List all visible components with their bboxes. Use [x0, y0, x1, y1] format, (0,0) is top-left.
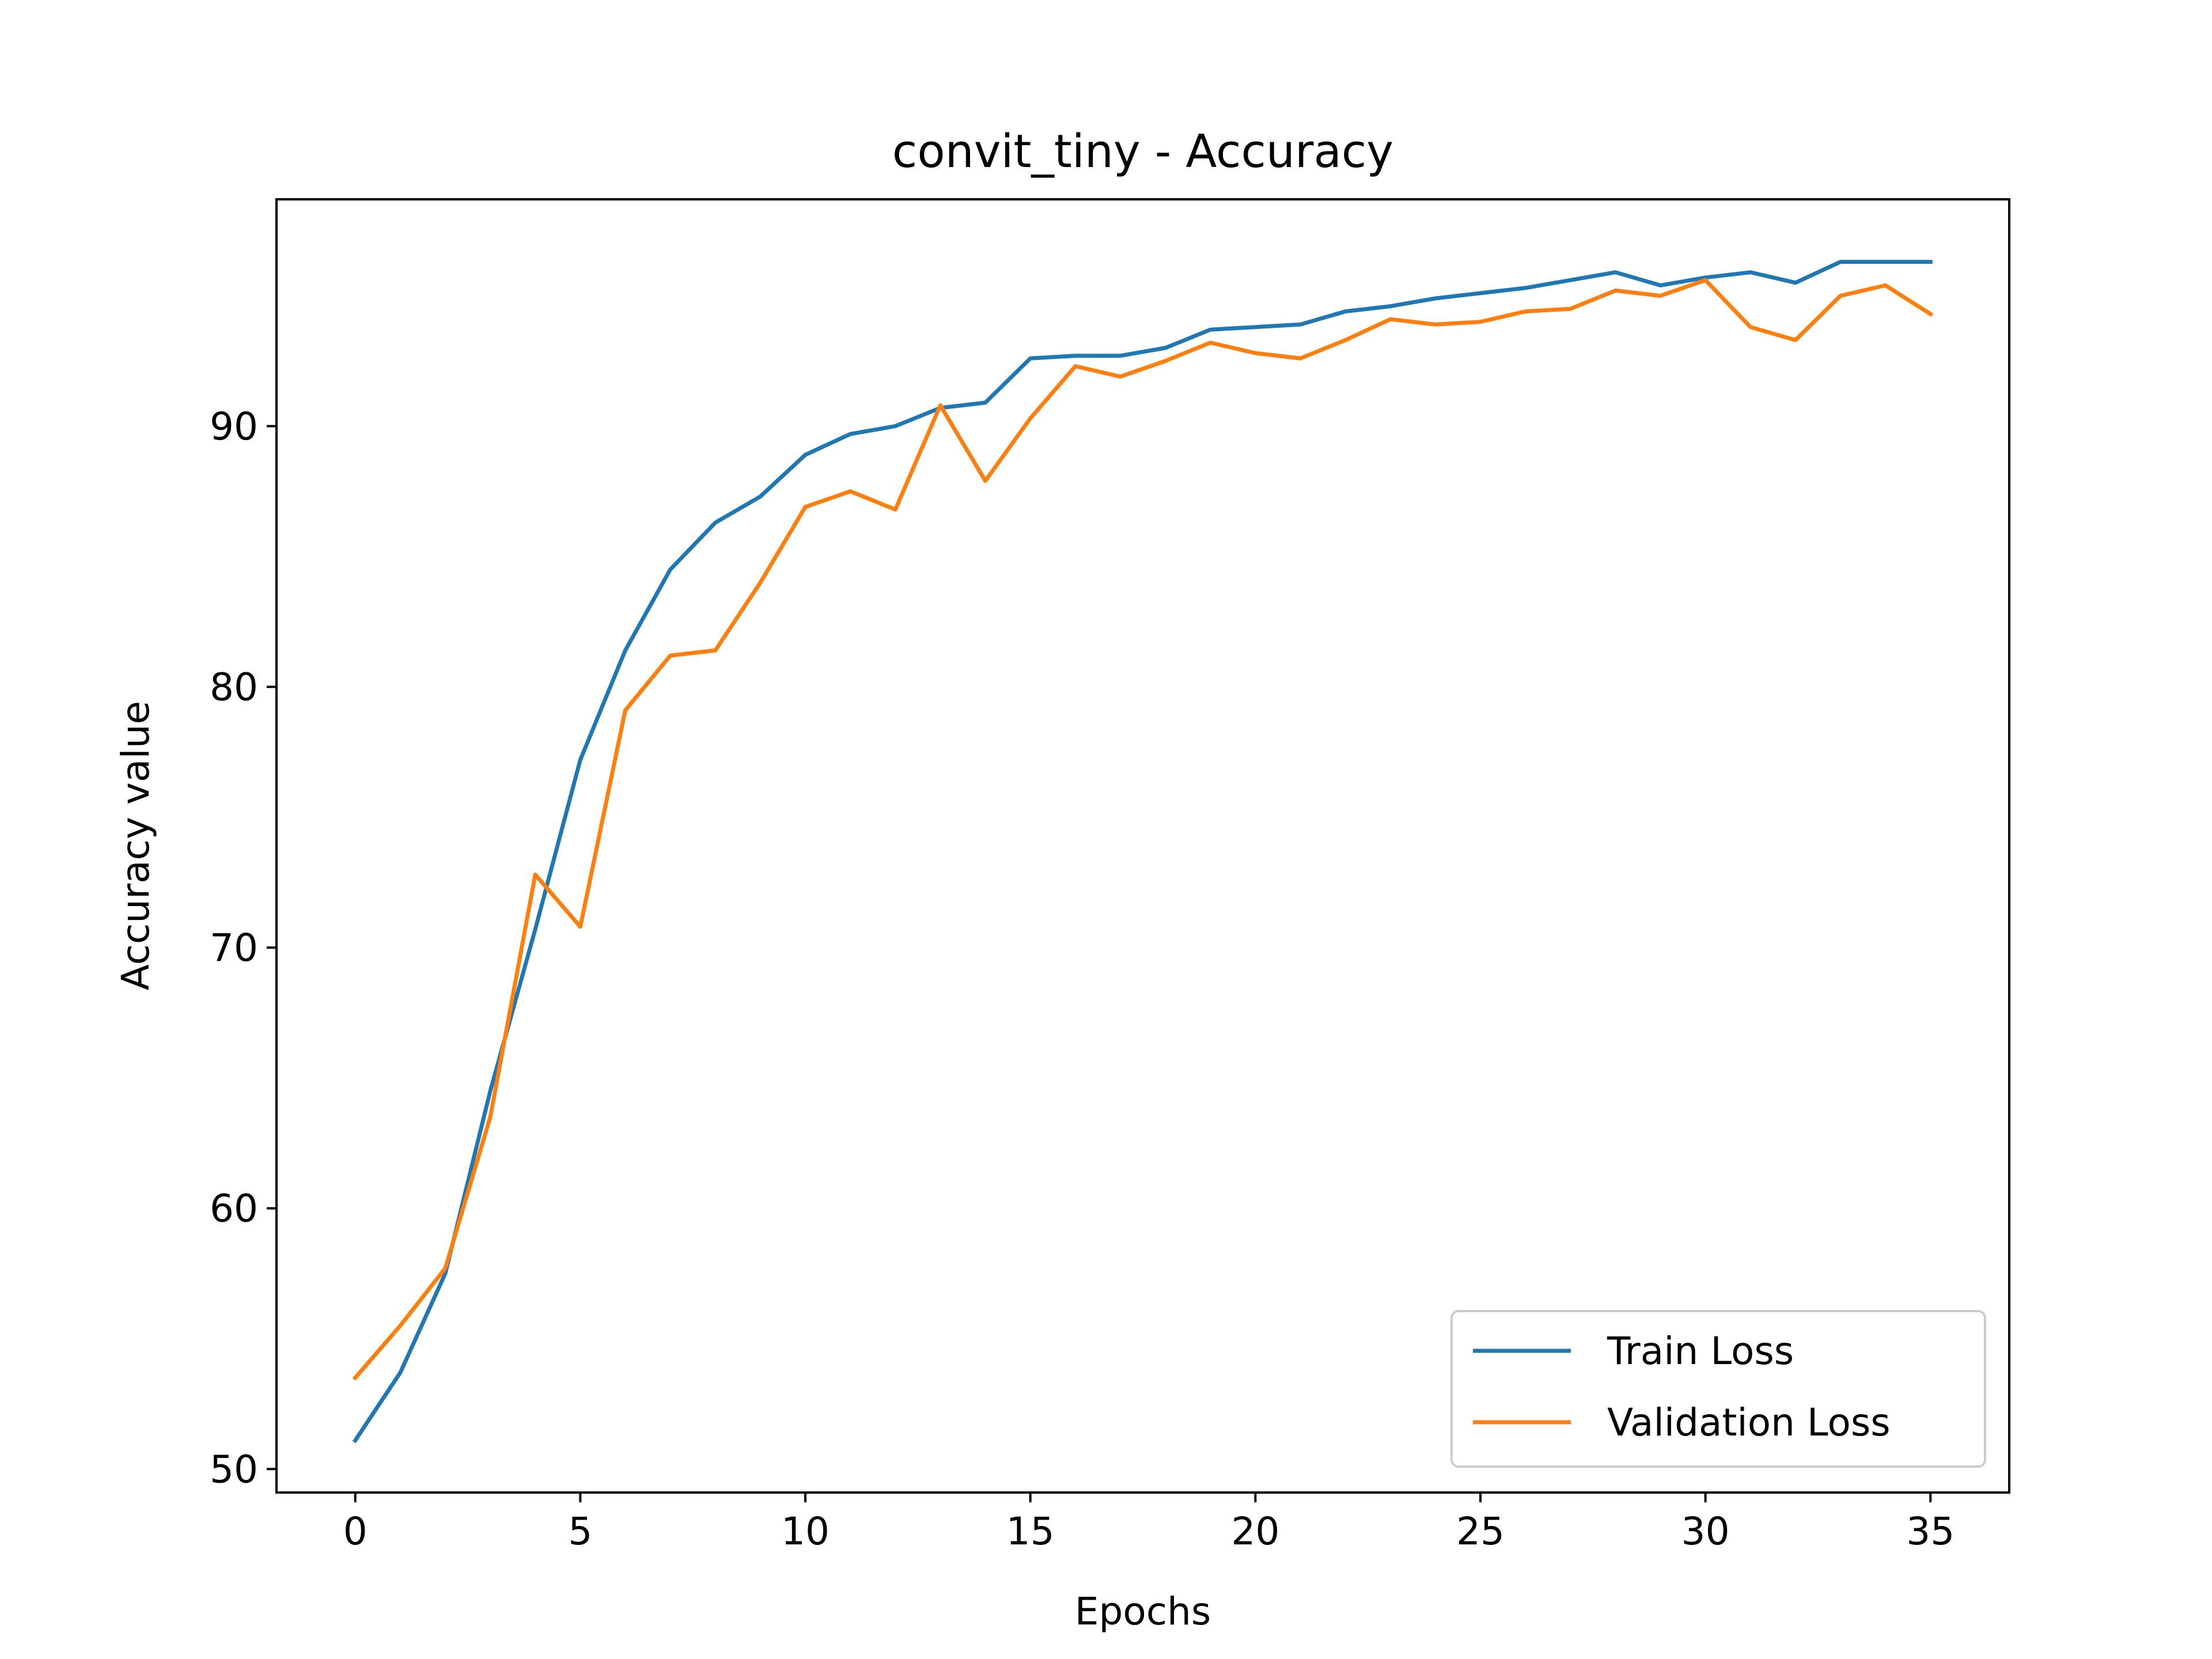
- chart-title: convit_tiny - Accuracy: [892, 125, 1393, 178]
- legend: Train Loss Validation Loss: [1450, 1310, 1986, 1468]
- x-tick-label: 30: [1681, 1509, 1730, 1554]
- y-axis: 50 60 70 80 90: [210, 404, 276, 1491]
- x-tick-label: 5: [568, 1509, 592, 1554]
- x-tick-label: 10: [781, 1509, 830, 1554]
- x-tick-label: 25: [1456, 1509, 1505, 1554]
- x-tick-label: 15: [1006, 1509, 1055, 1554]
- x-axis: 0 5 10 15 20 25 30 35: [343, 1493, 1955, 1554]
- legend-label-validation: Validation Loss: [1607, 1400, 1891, 1445]
- x-axis-title: Epochs: [1075, 1589, 1211, 1634]
- y-tick-label: 60: [210, 1187, 258, 1231]
- legend-box: [1450, 1310, 1986, 1468]
- y-tick-label: 70: [210, 926, 258, 970]
- series-line-train: [352, 260, 1933, 1444]
- plot-frame: [275, 198, 2010, 1494]
- series-layer: [352, 260, 1934, 1444]
- y-tick-label: 80: [210, 665, 258, 709]
- y-axis-title: Accuracy value: [113, 701, 158, 991]
- legend-label-train: Train Loss: [1607, 1329, 1794, 1373]
- y-tick-label: 90: [210, 404, 258, 449]
- series-line-validation: [352, 278, 1934, 1381]
- y-tick-label: 50: [210, 1447, 258, 1491]
- x-tick-label: 0: [343, 1509, 368, 1554]
- x-tick-label: 20: [1231, 1509, 1279, 1554]
- x-tick-label: 35: [1906, 1509, 1955, 1554]
